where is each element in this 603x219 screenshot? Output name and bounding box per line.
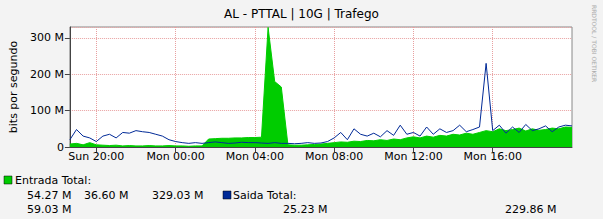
- svg-text:300 M: 300 M: [30, 31, 64, 44]
- svg-text:bits por segundo: bits por segundo: [7, 41, 20, 134]
- svg-text:0: 0: [57, 141, 64, 154]
- svg-text:229.86 M: 229.86 M: [505, 203, 556, 216]
- svg-text:AL - PTTAL | 10G | Trafego: AL - PTTAL | 10G | Trafego: [224, 7, 379, 21]
- svg-text:329.03 M: 329.03 M: [152, 189, 203, 202]
- svg-text:200 M: 200 M: [30, 68, 64, 81]
- svg-text:Mon 12:00: Mon 12:00: [384, 150, 442, 163]
- svg-text:RRDTOOL / TOBI OETIKER: RRDTOOL / TOBI OETIKER: [591, 5, 598, 82]
- svg-text:Sun 20:00: Sun 20:00: [68, 150, 124, 163]
- svg-text:Mon 16:00: Mon 16:00: [464, 150, 522, 163]
- svg-text:100 M: 100 M: [30, 104, 64, 117]
- svg-text:Entrada Total:: Entrada Total:: [15, 174, 91, 187]
- svg-text:Mon 00:00: Mon 00:00: [146, 150, 204, 163]
- svg-text:Mon 08:00: Mon 08:00: [305, 150, 363, 163]
- svg-text:36.60 M: 36.60 M: [84, 189, 128, 202]
- svg-text:Saida Total:: Saida Total:: [233, 189, 296, 202]
- svg-text:Mon 04:00: Mon 04:00: [226, 150, 284, 163]
- svg-text:25.23 M: 25.23 M: [283, 203, 327, 216]
- svg-text:54.27 M: 54.27 M: [27, 189, 71, 202]
- svg-text:59.03 M: 59.03 M: [27, 203, 71, 216]
